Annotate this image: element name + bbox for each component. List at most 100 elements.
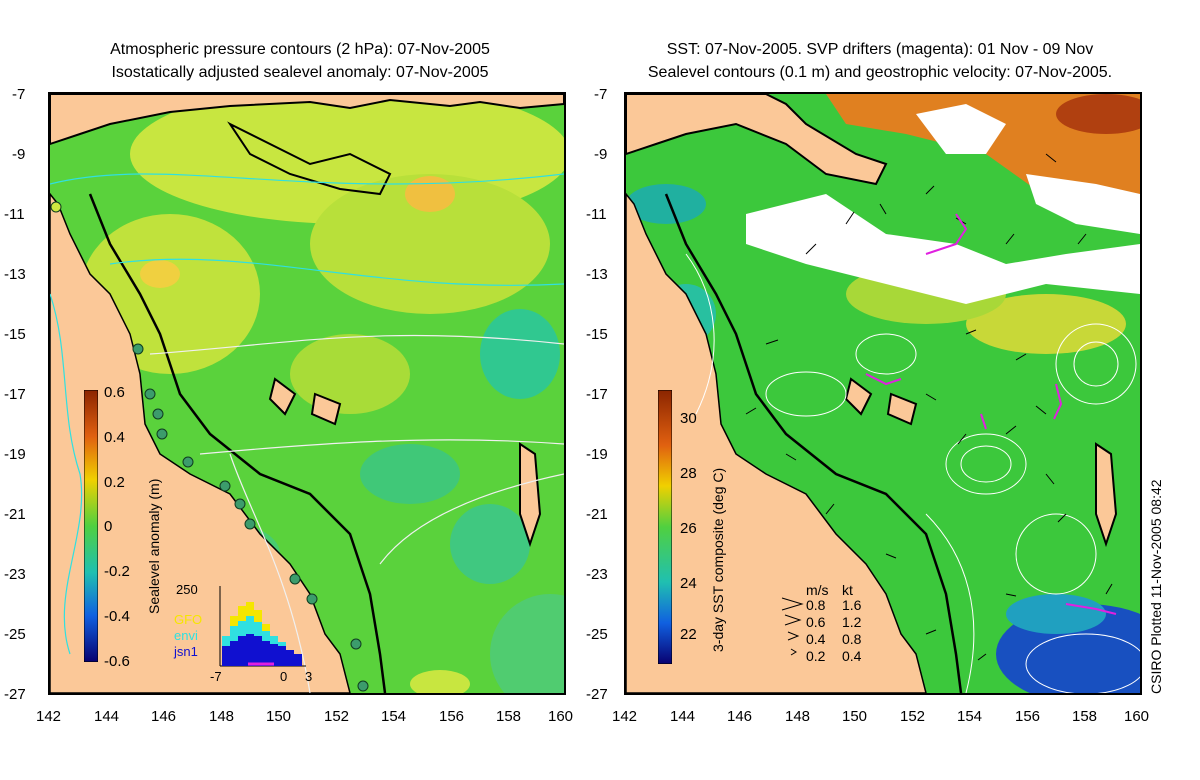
inset-legend-gfo: GFO (174, 612, 203, 627)
sla-negative-patch (480, 309, 560, 399)
left-map-graphic (50, 94, 564, 693)
sst-colorbar-tick: 22 (680, 626, 697, 643)
sealevel-contour (925, 513, 975, 693)
right-x-tick: 144 (670, 708, 696, 725)
velocity-legend-row: 1.6 (842, 597, 861, 613)
tide-gauge-marker (350, 638, 362, 650)
right-y-tick: -7 (594, 86, 608, 103)
sla-colorbar-tick: -0.4 (104, 608, 130, 625)
pressure-contour (50, 293, 83, 655)
sla-colorbar-tick: -0.6 (104, 653, 130, 670)
reef-outline (88, 193, 387, 693)
tide-gauge-marker (244, 518, 256, 530)
sla-positive-patch (310, 174, 550, 314)
sla-colorbar-tick: 0 (104, 518, 113, 535)
sla-positive-patch (290, 334, 410, 414)
tide-gauge-marker (306, 593, 318, 605)
velocity-legend-ms: 0.2 (806, 648, 826, 664)
tide-gauge-marker (219, 480, 231, 492)
sealevel-contour (685, 253, 715, 415)
inset-bars (222, 602, 302, 666)
right-y-tick: -11 (586, 206, 607, 223)
tide-gauge-marker (50, 201, 62, 213)
sealevel-contour (855, 333, 917, 375)
tide-gauge-marker (289, 573, 301, 585)
australia-land (626, 192, 927, 693)
inset-bar (254, 622, 262, 636)
left-x-tick: 154 (381, 708, 407, 725)
sst-colorbar-tick: 30 (680, 410, 697, 427)
pressure-contour (50, 173, 564, 185)
pressure-contour (199, 439, 564, 455)
sst-colorbar (658, 390, 672, 664)
reef-outline (664, 193, 963, 693)
inset-bar (254, 610, 262, 622)
inset-legend-jsn1: jsn1 (174, 644, 198, 659)
velocity-legend-kt: 1.2 (842, 614, 862, 630)
velocity-legend-row: 1.2 (842, 614, 861, 630)
drifter-track (865, 373, 902, 386)
sealevel-contour (1055, 323, 1137, 405)
sealevel-contour (960, 445, 1012, 483)
right-y-tick: -25 (586, 626, 608, 643)
sst-cool-region (626, 184, 706, 224)
right-x-tick: 156 (1015, 708, 1041, 725)
inset-bar (222, 646, 230, 666)
tide-gauge-marker (182, 456, 194, 468)
inset-x-tick: -7 (210, 669, 222, 684)
left-y-tick: -17 (4, 386, 26, 403)
right-y-tick: -21 (586, 506, 608, 523)
inset-bar (246, 616, 254, 634)
right-y-tick: -15 (586, 326, 608, 343)
right-x-tick: 152 (900, 708, 926, 725)
inset-bar (294, 654, 302, 666)
left-y-tick: -9 (12, 146, 26, 163)
sealevel-contour (1073, 341, 1119, 387)
sealevel-contour (765, 371, 847, 417)
drifter-track (1053, 383, 1063, 420)
right-x-tick: 150 (842, 708, 868, 725)
left-x-tick: 148 (209, 708, 235, 725)
sla-colorbar-tick: 0.4 (104, 429, 125, 446)
plot-credit: CSIRO Plotted 11-Nov-2005 08:42 (1148, 479, 1164, 694)
velocity-legend-kt: 0.4 (842, 648, 862, 664)
left-y-tick: -15 (4, 326, 26, 343)
left-y-tick: -27 (4, 686, 26, 703)
right-x-tick: 146 (727, 708, 753, 725)
right-map (624, 92, 1142, 695)
right-panel-title-line1: SST: 07-Nov-2005. SVP drifters (magenta)… (666, 41, 1094, 58)
pressure-contour (109, 258, 564, 286)
inset-x-tick: 0 (280, 669, 288, 684)
inset-bar (238, 606, 246, 621)
tide-gauge-marker (357, 680, 369, 692)
drifter-track (1065, 603, 1117, 615)
sla-negative-patch (490, 594, 564, 693)
tide-gauge-markers (50, 201, 369, 692)
sst-colorbar-tick: 28 (680, 465, 697, 482)
new-guinea-land (626, 94, 888, 186)
cloud-cover (1026, 174, 1140, 234)
right-x-tick: 158 (1072, 708, 1098, 725)
left-panel-title-line2: Isostatically adjusted sealevel anomaly:… (111, 64, 489, 81)
sla-colorbar-gradient (84, 390, 98, 662)
inset-bar (262, 641, 270, 666)
sst-colorbar-tick: 26 (680, 520, 697, 537)
velocity-legend-ms: 0.6 (806, 614, 826, 630)
velocity-arrows (745, 153, 1113, 661)
velocity-legend-row: 0.8 (842, 631, 861, 647)
right-x-tick: 154 (957, 708, 983, 725)
left-y-tick: -25 (4, 626, 26, 643)
right-y-tick: -17 (586, 386, 608, 403)
inset-bar (262, 624, 270, 631)
inset-bar (230, 616, 238, 626)
velocity-legend-row: 0.4 (842, 648, 861, 664)
sst-colorbar-gradient (658, 390, 672, 664)
velocity-legend-row: 0.6 (806, 614, 825, 630)
pressure-contour (379, 473, 564, 565)
inset-bar (246, 634, 254, 666)
right-x-tick: 148 (785, 708, 811, 725)
coral-sea-islands (844, 377, 1118, 548)
left-x-tick: 160 (548, 708, 574, 725)
left-x-tick: 142 (36, 708, 62, 725)
inset-bar (230, 626, 238, 641)
